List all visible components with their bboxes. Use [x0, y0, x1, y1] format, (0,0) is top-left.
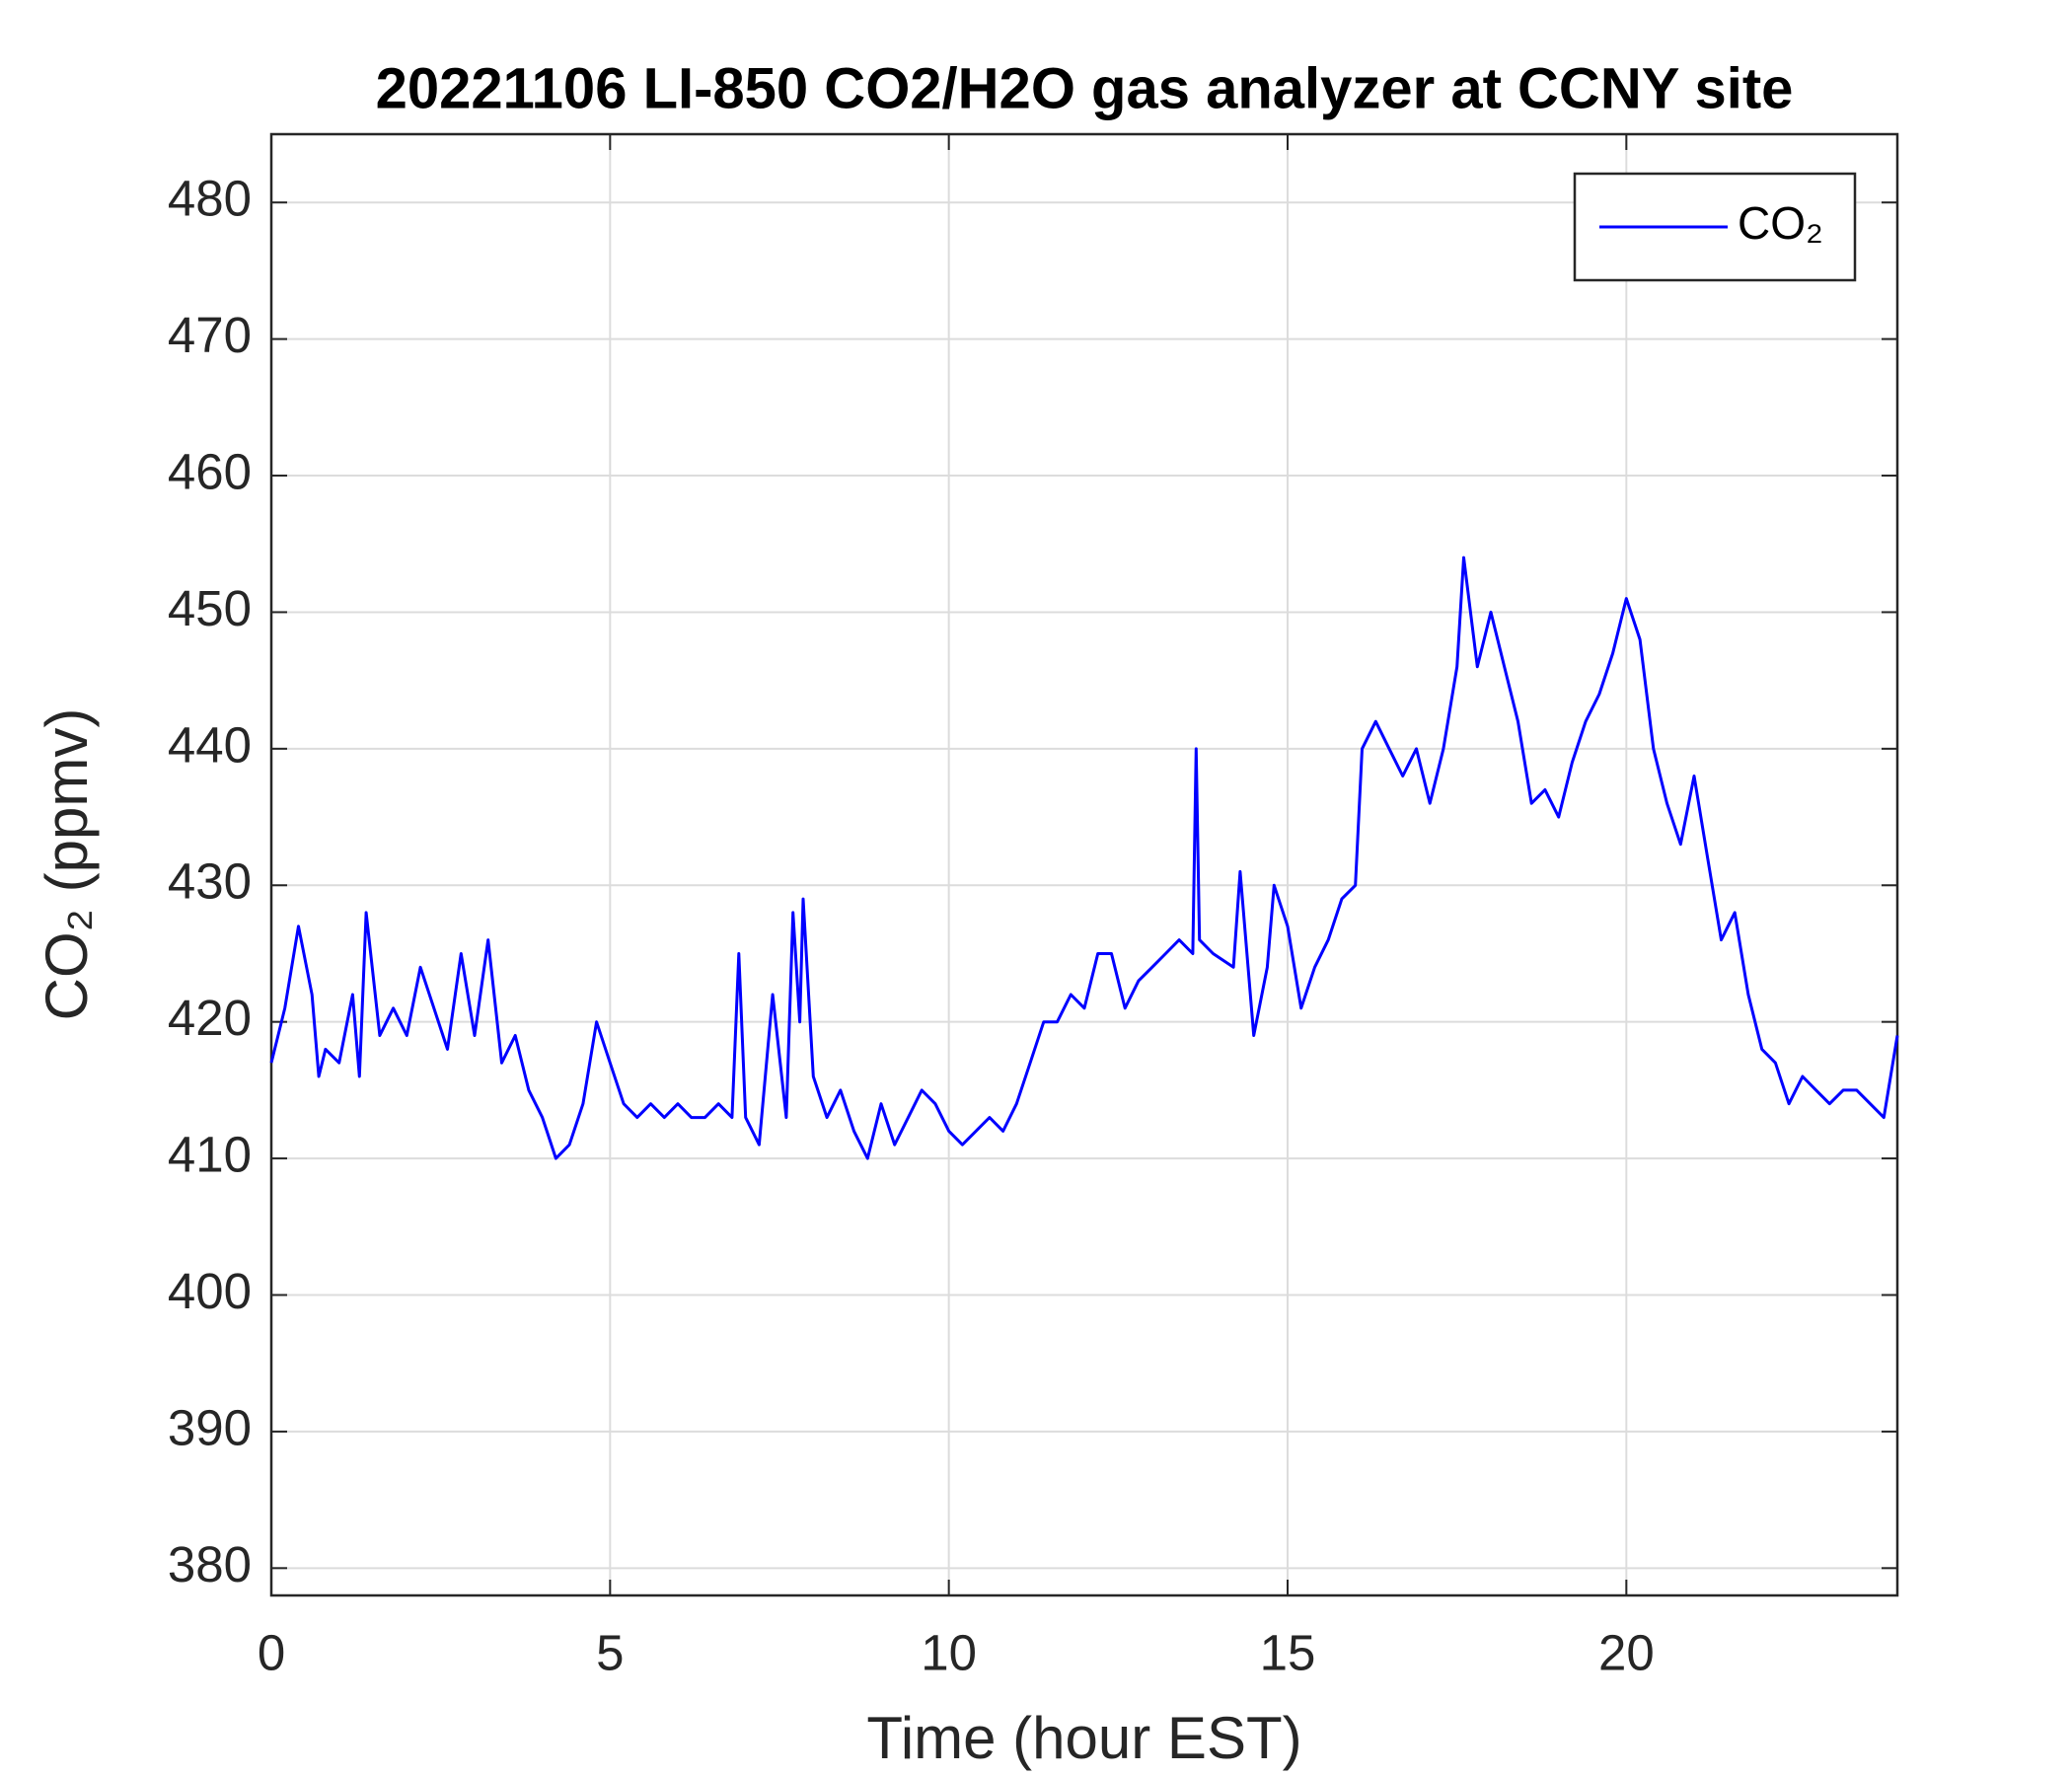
x-tick-label: 20: [1598, 1624, 1655, 1680]
y-tick-label: 460: [168, 443, 252, 499]
y-tick-label: 390: [168, 1399, 252, 1455]
y-tick-label: 470: [168, 307, 252, 363]
plot-frame: [269, 132, 1899, 1597]
legend-label: CO₂: [1738, 197, 1823, 249]
chart-title: 20221106 LI-850 CO2/H2O gas analyzer at …: [376, 56, 1794, 120]
x-tick-label: 0: [258, 1624, 285, 1680]
y-tick-label: 440: [168, 716, 252, 773]
x-tick-label: 10: [921, 1624, 977, 1680]
y-axis-label: CO₂ (ppmv): [34, 708, 100, 1021]
y-tick-label: 430: [168, 853, 252, 910]
x-tick-label: 15: [1260, 1624, 1316, 1680]
y-tick-label: 400: [168, 1263, 252, 1319]
y-tick-label: 410: [168, 1127, 252, 1183]
data-line: [269, 555, 1899, 1160]
y-tick-label: 450: [168, 580, 252, 636]
y-tick-label: 380: [168, 1536, 252, 1592]
y-tick-label: 420: [168, 990, 252, 1046]
y-tick-label: 480: [168, 171, 252, 227]
x-tick-label: 5: [596, 1624, 624, 1680]
x-axis-label: Time (hour EST): [866, 1705, 1301, 1771]
